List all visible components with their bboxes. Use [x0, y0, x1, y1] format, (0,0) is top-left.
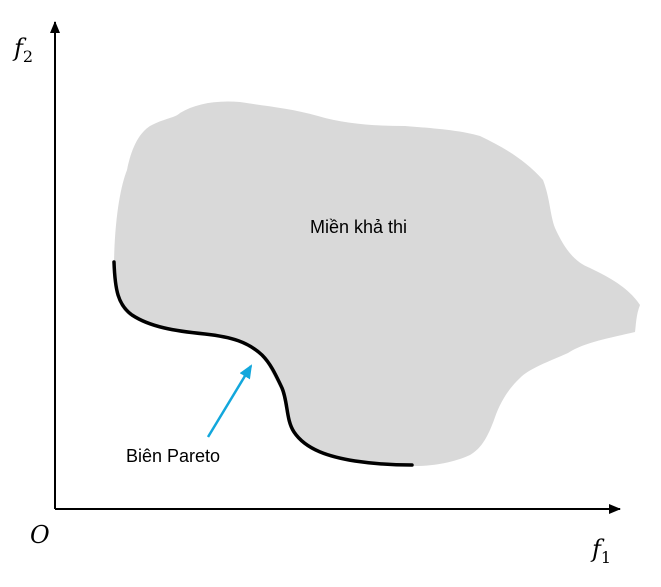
origin-label: O [30, 521, 50, 549]
pareto-pointer-arrow [206, 364, 253, 438]
y-axis-label: f2 [12, 34, 33, 66]
pareto-front-label: Biên Pareto [126, 446, 220, 466]
feasible-region [113, 101, 641, 466]
pareto-front-curve [112, 260, 414, 467]
y-axis-subscript: 2 [23, 47, 33, 66]
feasible-region-label: Miền khả thi [310, 217, 407, 237]
x-axis-subscript: 1 [601, 548, 611, 567]
x-axis-label: f1 [590, 535, 611, 567]
